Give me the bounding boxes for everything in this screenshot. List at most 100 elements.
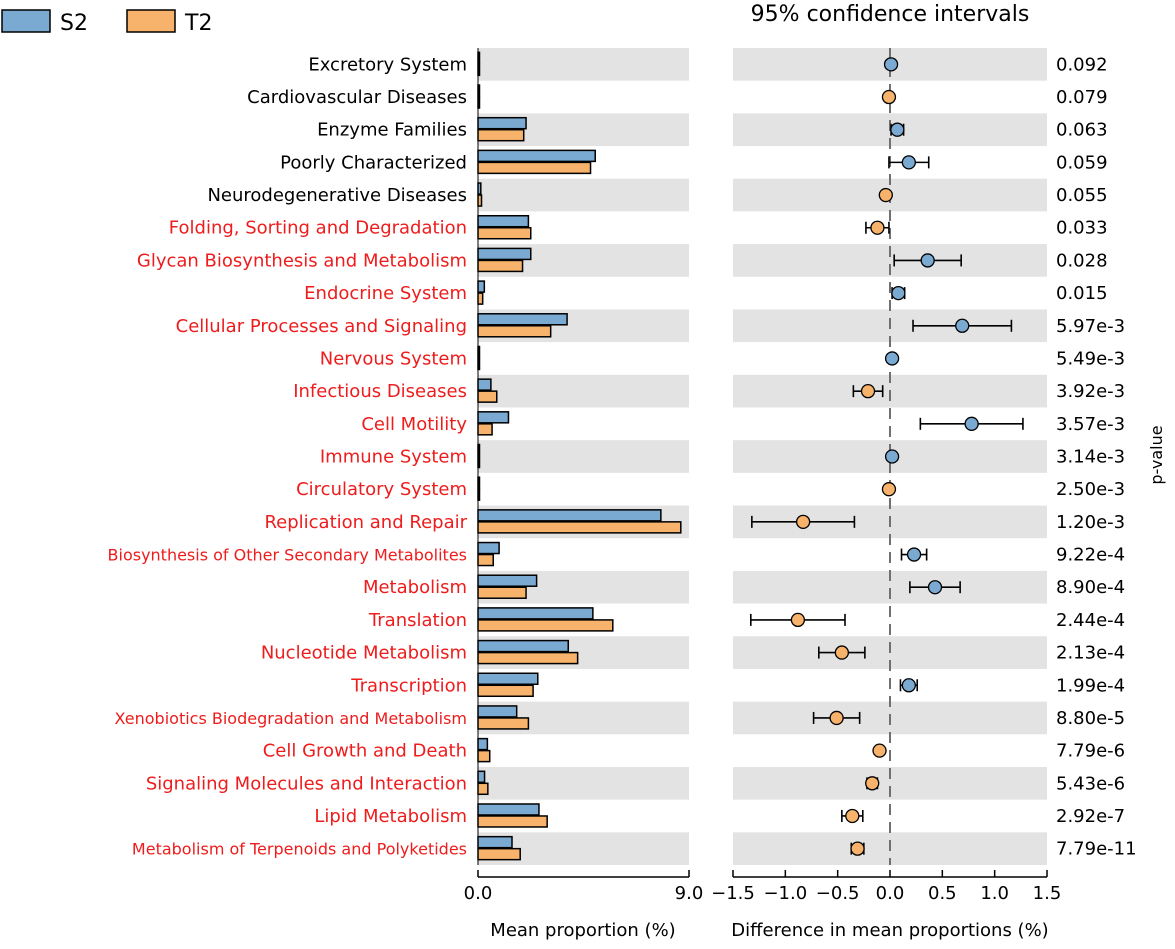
bar-s2 [477, 672, 539, 686]
bar-t2 [477, 847, 521, 861]
bar-s2 [477, 835, 513, 849]
bar-t2 [477, 161, 592, 175]
diff-point [964, 416, 979, 431]
bar-t2 [477, 651, 579, 665]
p-value: 0.028 [1056, 250, 1108, 271]
row-shade-left [478, 178, 689, 212]
diff-point [878, 187, 893, 203]
p-value: 0.033 [1056, 218, 1108, 239]
bar-s2 [477, 705, 518, 718]
right-tick-label: −1.5 [711, 883, 755, 904]
bar-s2 [477, 313, 568, 326]
right-tick-label: 0.0 [876, 883, 905, 904]
bar-t2 [477, 226, 532, 240]
diff-point [927, 580, 943, 595]
bar-s2 [477, 411, 510, 424]
diff-point [790, 612, 806, 628]
bar-t2 [477, 815, 548, 828]
category-label: Cellular Processes and Signaling [176, 316, 467, 337]
diff-point [829, 710, 844, 726]
legend-swatch-s2 [1, 9, 51, 33]
category-label: Lipid Metabolism [314, 806, 467, 827]
p-value: 8.90e-4 [1056, 577, 1125, 598]
category-label: Enzyme Families [317, 120, 467, 141]
category-label: Translation [368, 610, 467, 631]
p-value: 0.063 [1056, 120, 1108, 141]
diff-point [901, 155, 916, 170]
diff-point [845, 808, 860, 824]
mean-proportion-bars [477, 51, 682, 861]
diff-point [884, 351, 900, 366]
p-value: 2.13e-4 [1056, 643, 1125, 664]
bar-s2 [477, 509, 662, 522]
row-shade-left [478, 766, 689, 800]
category-label: Cell Growth and Death [263, 741, 467, 762]
category-label: Glycan Biosynthesis and Metabolism [137, 250, 467, 271]
diff-point [883, 57, 899, 72]
bar-t2 [477, 521, 682, 534]
bar-t2 [477, 390, 498, 403]
category-label: Xenobiotics Biodegradation and Metabolis… [115, 709, 467, 728]
bar-t2 [477, 292, 484, 305]
p-value: 2.92e-7 [1056, 806, 1125, 827]
p-value: 5.49e-3 [1056, 348, 1125, 369]
p-value-axis-label: p-value [1147, 425, 1166, 484]
left-axis-label: Mean proportion (%) [490, 920, 675, 941]
diff-point [890, 122, 905, 137]
bar-t2 [477, 749, 491, 763]
bar-s2 [477, 737, 489, 751]
category-label: Neurodegenerative Diseases [207, 185, 467, 206]
p-value: 0.015 [1056, 283, 1108, 304]
right-tick-label: −0.5 [816, 883, 860, 904]
category-label: Folding, Sorting and Degradation [169, 218, 467, 239]
p-value: 5.43e-6 [1056, 773, 1125, 794]
row-shade-left [478, 440, 689, 473]
bar-s2 [477, 149, 596, 163]
legend-label-s2: S2 [60, 11, 88, 36]
category-label: Immune System [320, 447, 467, 468]
category-label: Transcription [350, 675, 467, 696]
bar-t2 [477, 782, 489, 796]
p-value: 2.50e-3 [1056, 479, 1125, 500]
bar-s2 [477, 280, 486, 293]
legend-label-t2: T2 [184, 11, 212, 36]
bar-t2 [477, 325, 552, 338]
left-tick-label: 0.0 [464, 883, 493, 904]
category-label: Metabolism of Terpenoids and Polyketides [132, 840, 467, 859]
diff-point [834, 645, 850, 660]
p-value: 3.57e-3 [1056, 414, 1125, 435]
category-label: Signaling Molecules and Interaction [146, 773, 467, 794]
p-value: 5.97e-3 [1056, 316, 1125, 337]
diff-point [906, 547, 922, 562]
bar-t2 [477, 128, 525, 142]
legend: S2 T2 [1, 9, 212, 36]
category-label: Cell Motility [361, 414, 467, 435]
diff-point [901, 678, 916, 693]
bar-s2 [477, 541, 500, 555]
p-value: 7.79e-11 [1056, 839, 1137, 860]
diff-point [955, 318, 970, 333]
diff-point [795, 514, 811, 530]
bar-s2 [477, 770, 486, 784]
category-label: Excretory System [308, 54, 467, 75]
diff-point [920, 253, 935, 268]
category-label: Infectious Diseases [293, 381, 467, 402]
right-tick-label: 0.5 [928, 883, 957, 904]
right-axis-label: Difference in mean proportions (%) [731, 920, 1048, 941]
bar-s2 [477, 116, 527, 130]
confidence-interval-marks [749, 57, 1024, 856]
p-value: 3.92e-3 [1056, 381, 1125, 402]
bar-t2 [477, 684, 534, 698]
p-value: 0.092 [1056, 54, 1108, 75]
diff-point [870, 220, 885, 235]
p-value: 3.14e-3 [1056, 447, 1125, 468]
right-tick-label: 1.0 [980, 883, 1009, 904]
category-label: Cardiovascular Diseases [247, 87, 467, 108]
category-label: Nervous System [320, 348, 467, 369]
axes-layer: 0.0 9.0 −1.5 −1.0 −0.5 0.0 0.5 1.0 1.5 [464, 48, 1062, 904]
p-value: 1.20e-3 [1056, 512, 1125, 533]
p-value: 1.99e-4 [1056, 675, 1125, 696]
right-tick-label: 1.5 [1033, 883, 1062, 904]
